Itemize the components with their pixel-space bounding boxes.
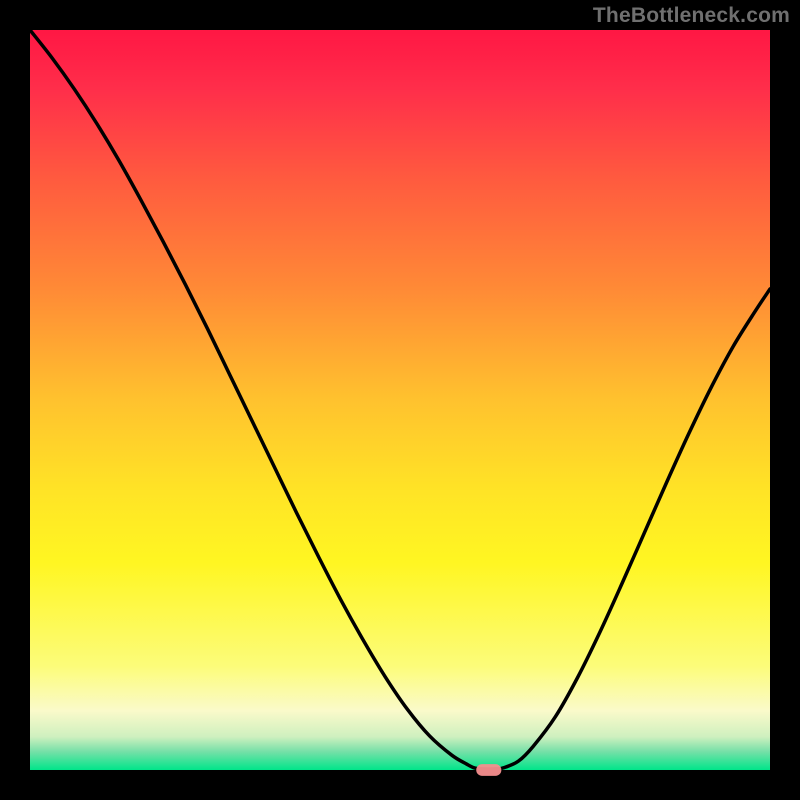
bottleneck-chart	[0, 0, 800, 800]
plot-border	[770, 0, 800, 800]
plot-border	[0, 0, 30, 800]
watermark-text: TheBottleneck.com	[593, 4, 790, 28]
optimum-marker	[476, 764, 501, 776]
plot-border	[0, 770, 800, 800]
plot-background	[30, 30, 770, 770]
